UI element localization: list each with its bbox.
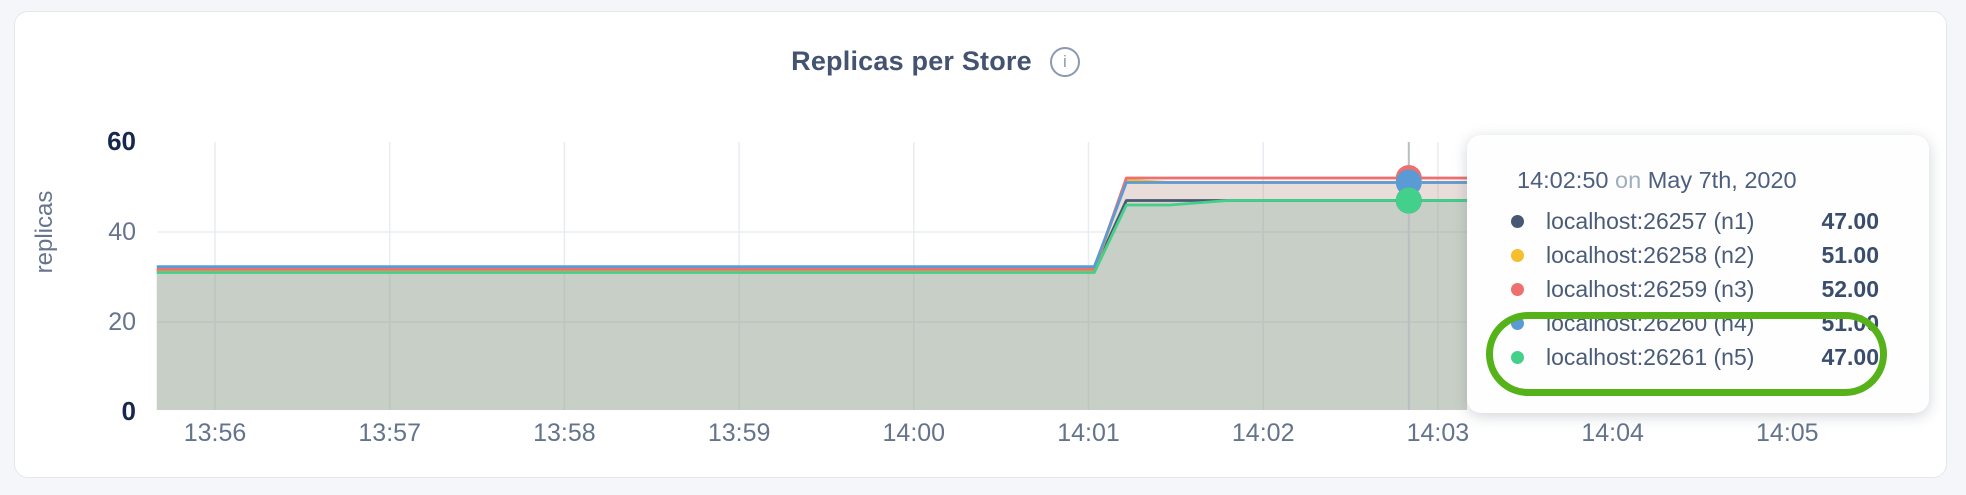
tooltip-series-value: 52.00 (1821, 276, 1879, 302)
x-tick-label: 14:02 (1232, 419, 1295, 447)
series-area (156, 178, 1468, 410)
series-line (156, 181, 1468, 269)
y-tick-label: 20 (108, 308, 136, 336)
tooltip-series-value: 51.00 (1821, 242, 1879, 268)
series-line (156, 199, 1468, 274)
tooltip-series-label: localhost:26258 (n2) (1546, 242, 1755, 268)
series-dot-icon (1511, 215, 1524, 228)
green-annotation-ellipse (1486, 312, 1887, 396)
x-tick-label: 14:05 (1756, 419, 1819, 447)
x-tick-label: 13:57 (358, 419, 421, 447)
tooltip-series-label: localhost:26257 (n1) (1546, 208, 1755, 234)
x-tick-label: 14:04 (1581, 419, 1644, 447)
tooltip-series-value: 47.00 (1821, 208, 1879, 234)
info-icon[interactable]: i (1049, 46, 1080, 77)
hover-dot (1395, 169, 1422, 196)
tooltip-row: localhost:26258 (n2) 51.00 (1511, 241, 1879, 270)
series-area (156, 200, 1468, 410)
y-axis-label: replicas (31, 191, 58, 274)
tooltip-row: localhost:26261 (n5) 47.00 (1511, 343, 1879, 372)
chart-title: Replicas per Store (791, 46, 1032, 76)
series-dot-icon (1511, 249, 1524, 262)
x-tick-label: 13:59 (708, 419, 771, 447)
series-area (156, 200, 1468, 410)
chart-header: Replicas per Store i (0, 46, 1901, 77)
y-tick-label: 40 (108, 218, 136, 246)
y-tick-label: 60 (107, 126, 136, 156)
tooltip-header: 14:02:50 on May 7th, 2020 (1517, 167, 1879, 194)
tooltip-time: 14:02:50 (1517, 167, 1609, 193)
x-tick-label: 14:01 (1057, 419, 1120, 447)
tooltip-row: localhost:26259 (n3) 52.00 (1511, 275, 1879, 304)
x-tick-label: 13:58 (533, 419, 596, 447)
x-tick-label: 14:00 (883, 419, 946, 447)
tooltip-conjunction: on (1615, 167, 1642, 193)
tooltip-date: May 7th, 2020 (1647, 167, 1797, 193)
x-tick-label: 13:56 (184, 419, 247, 447)
hover-dot (1395, 187, 1422, 214)
series-area (156, 180, 1468, 410)
tooltip-row: localhost:26257 (n1) 47.00 (1511, 207, 1879, 236)
series-area (156, 182, 1468, 410)
series-dot-icon (1511, 283, 1524, 296)
y-tick-label: 0 (122, 396, 136, 426)
x-tick-label: 14:03 (1407, 419, 1470, 447)
tooltip-series-label: localhost:26259 (n3) (1546, 276, 1755, 302)
tooltip-series-label: localhost:26261 (n5) (1546, 344, 1755, 370)
hover-tooltip: 14:02:50 on May 7th, 2020 localhost:2625… (1467, 135, 1929, 413)
